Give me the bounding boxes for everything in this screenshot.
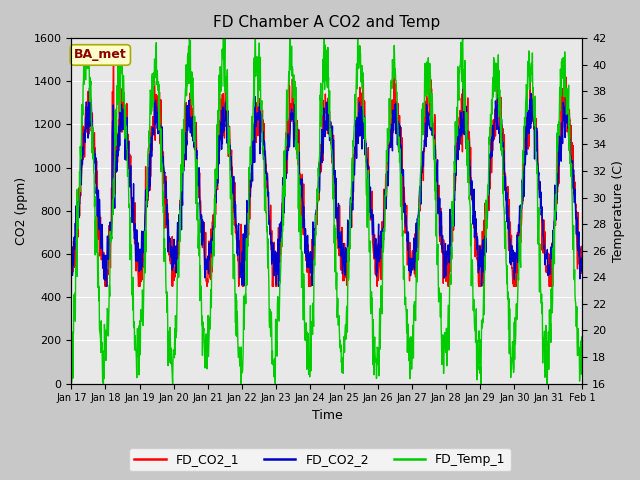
FD_CO2_2 xyxy=(579,261,586,266)
FD_Temp_1 xyxy=(406,370,414,375)
FD_CO2_1 xyxy=(101,284,109,289)
FD_Temp_1 xyxy=(181,96,189,102)
Text: BA_met: BA_met xyxy=(74,48,127,61)
FD_CO2_2 xyxy=(239,254,247,260)
FD_CO2_2 xyxy=(474,234,481,240)
Legend: FD_CO2_1, FD_CO2_2, FD_Temp_1: FD_CO2_1, FD_CO2_2, FD_Temp_1 xyxy=(129,448,511,471)
Y-axis label: CO2 (ppm): CO2 (ppm) xyxy=(15,177,28,245)
FD_CO2_1 xyxy=(68,261,76,266)
FD_CO2_1 xyxy=(407,248,415,254)
Line: FD_CO2_1: FD_CO2_1 xyxy=(72,63,582,287)
FD_CO2_1 xyxy=(239,264,247,269)
FD_CO2_2 xyxy=(68,251,76,256)
Y-axis label: Temperature (C): Temperature (C) xyxy=(612,160,625,262)
X-axis label: Time: Time xyxy=(312,409,342,422)
FD_Temp_1 xyxy=(68,381,76,386)
FD_CO2_2 xyxy=(182,141,189,146)
Title: FD Chamber A CO2 and Temp: FD Chamber A CO2 and Temp xyxy=(213,15,440,30)
Line: FD_CO2_2: FD_CO2_2 xyxy=(72,88,582,287)
FD_Temp_1 xyxy=(579,353,586,359)
FD_Temp_1 xyxy=(220,35,227,41)
FD_Temp_1 xyxy=(169,381,177,386)
FD_CO2_1 xyxy=(474,255,481,261)
FD_Temp_1 xyxy=(473,377,481,383)
FD_CO2_1 xyxy=(579,257,586,263)
FD_CO2_1 xyxy=(109,60,117,66)
FD_CO2_1 xyxy=(170,259,177,265)
FD_Temp_1 xyxy=(518,180,526,186)
FD_CO2_2 xyxy=(103,284,111,289)
Line: FD_Temp_1: FD_Temp_1 xyxy=(72,38,582,384)
FD_CO2_1 xyxy=(518,176,526,181)
FD_Temp_1 xyxy=(239,368,246,374)
FD_CO2_2 xyxy=(518,201,526,207)
FD_CO2_2 xyxy=(170,249,177,254)
FD_CO2_2 xyxy=(86,85,93,91)
FD_CO2_1 xyxy=(182,148,189,154)
FD_CO2_2 xyxy=(407,273,415,278)
